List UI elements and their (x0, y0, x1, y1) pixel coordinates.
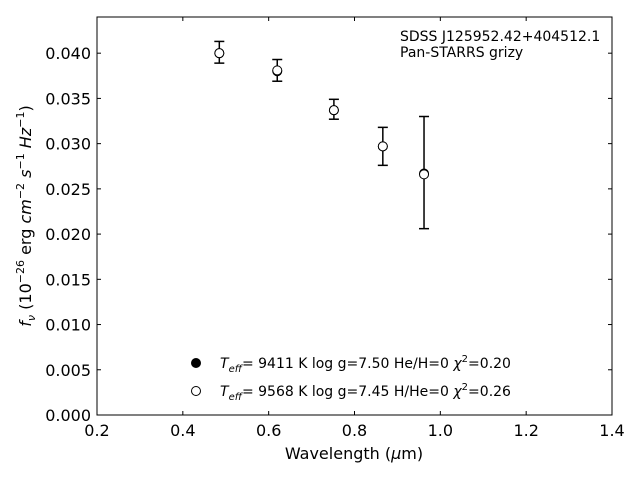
x-axis-ticks: 0.2 0.4 0.6 0.8 1.0 1.2 1.4 (84, 17, 625, 440)
x-axis-label: Wavelength (μm) (285, 444, 423, 463)
x-tick-label: 1.0 (428, 421, 453, 440)
y-tick-label: 0.020 (45, 225, 91, 244)
x-tick-label: 0.8 (342, 421, 367, 440)
legend: Teff= 9411 K log g=7.50 He/H=0 χ2=0.20 T… (191, 354, 511, 403)
x-tick-label: 0.6 (256, 421, 281, 440)
x-tick-label: 1.4 (599, 421, 624, 440)
legend-marker-open (191, 386, 201, 396)
y-tick-label: 0.015 (45, 270, 91, 289)
y-tick-label: 0.040 (45, 44, 91, 63)
model-point-open (272, 65, 283, 76)
error-bars (214, 40, 430, 230)
y-tick-label: 0.000 (45, 406, 91, 425)
y-axis-ticks: 0.000 0.005 0.010 0.015 0.020 0.025 0.030 0.035… (45, 44, 612, 425)
x-tick-label: 0.4 (170, 421, 195, 440)
model-point-open (214, 48, 225, 59)
y-tick-label: 0.010 (45, 316, 91, 335)
y-tick-label: 0.025 (45, 180, 91, 199)
model-point-open (377, 141, 388, 152)
model-point-open (419, 169, 430, 180)
y-axis-label: fν (10−26 erg cm−2 s−1 Hz−1) (14, 105, 38, 326)
y-tick-label: 0.005 (45, 361, 91, 380)
legend-marker-filled (191, 358, 201, 368)
legend-entry-1: Teff= 9411 K log g=7.50 He/H=0 χ2=0.20 (220, 354, 511, 375)
legend-entry-2: Teff= 9568 K log g=7.45 H/He=0 χ2=0.26 (220, 382, 511, 403)
x-tick-label: 0.2 (84, 421, 109, 440)
data-markers (214, 48, 430, 180)
model-point-open (328, 105, 339, 116)
x-tick-label: 1.2 (513, 421, 538, 440)
object-name-annotation: SDSS J125952.42+404512.1 (400, 29, 600, 45)
y-tick-label: 0.035 (45, 89, 91, 108)
y-tick-label: 0.030 (45, 135, 91, 154)
survey-annotation: Pan-STARRS grizy (400, 45, 523, 61)
